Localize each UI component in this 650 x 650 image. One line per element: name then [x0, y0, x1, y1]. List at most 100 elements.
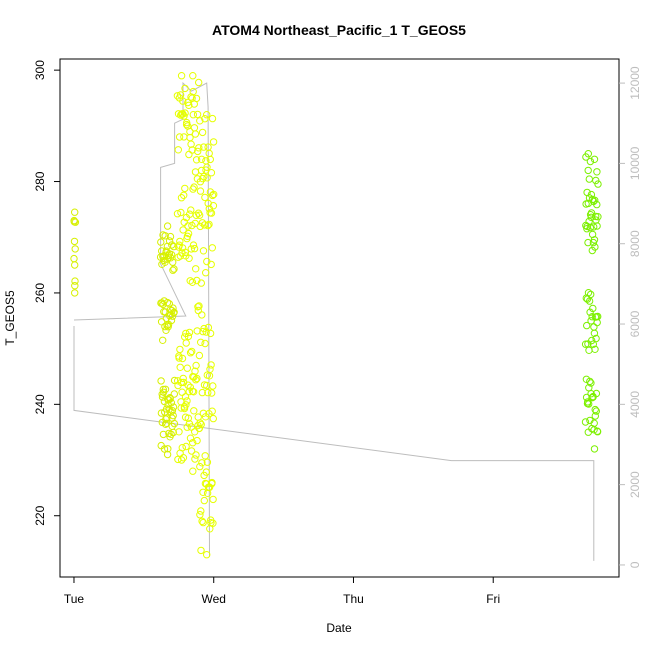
data-point [204, 221, 212, 230]
data-point [201, 339, 209, 348]
data-point [182, 442, 190, 451]
data-point [588, 313, 596, 321]
data-point [185, 150, 193, 159]
data-point [195, 302, 203, 310]
y-tick-label: 220 [33, 505, 47, 525]
data-point [202, 468, 211, 476]
data-point [587, 190, 596, 199]
data-point [188, 146, 196, 154]
y-tick-label: 240 [33, 394, 47, 414]
data-point [197, 507, 205, 515]
data-point [589, 304, 597, 313]
data-point [206, 155, 215, 164]
data-point [584, 166, 592, 175]
data-point [169, 266, 177, 274]
data-point [177, 456, 186, 464]
data-point [187, 206, 195, 214]
data-point [198, 128, 207, 137]
data-point [164, 251, 173, 260]
data-point [183, 118, 191, 127]
data-point [208, 244, 217, 252]
data-point [181, 184, 189, 193]
plot-frame [59, 58, 620, 578]
data-point [203, 163, 211, 171]
data-point [583, 225, 591, 233]
data-point [195, 211, 204, 219]
data-point [178, 444, 187, 452]
data-point [196, 222, 204, 231]
data-point [158, 299, 166, 307]
data-point [202, 269, 210, 277]
x-axis-label: Date [326, 621, 352, 635]
data-point [177, 208, 185, 217]
data-point [594, 312, 602, 321]
data-point [586, 157, 595, 166]
data-point [190, 244, 199, 253]
data-point [200, 143, 208, 151]
data-point [203, 551, 211, 559]
data-point [200, 172, 208, 181]
data-point [176, 91, 185, 99]
data-point [201, 115, 209, 123]
data-point [590, 155, 599, 164]
y2-tick-label: 0 [628, 561, 642, 568]
data-point [191, 130, 200, 138]
data-point [192, 376, 200, 384]
y-tick-label: 260 [33, 283, 47, 303]
data-point [175, 428, 183, 436]
data-point [176, 363, 184, 371]
data-point [169, 258, 177, 266]
data-point [593, 428, 602, 436]
data-point [161, 232, 169, 240]
data-point [193, 110, 202, 119]
data-point [180, 191, 188, 200]
data-point [173, 210, 182, 218]
data-point [209, 382, 217, 390]
data-point [191, 367, 199, 375]
data-point [189, 241, 198, 249]
data-point [585, 175, 593, 183]
data-point [163, 450, 172, 459]
data-point [181, 393, 190, 401]
data-point [71, 282, 79, 290]
data-point [189, 87, 197, 96]
data-point [584, 289, 593, 297]
data-point [71, 289, 79, 297]
data-point [189, 467, 197, 475]
data-point [203, 489, 212, 497]
data-point [208, 191, 217, 200]
data-point [590, 223, 598, 231]
data-point [199, 518, 207, 527]
data-point [184, 332, 193, 341]
y2-tick-label: 2000 [628, 471, 642, 498]
data-point [169, 403, 178, 411]
data-point [170, 242, 178, 251]
data-point [193, 327, 201, 335]
data-point [197, 338, 205, 346]
data-point [196, 462, 204, 471]
data-point [70, 237, 79, 246]
data-point [176, 345, 184, 354]
data-point [167, 316, 176, 325]
data-point [160, 445, 169, 453]
data-point [193, 436, 201, 445]
data-point [207, 209, 216, 217]
data-point [177, 378, 186, 387]
data-point [180, 218, 188, 227]
data-point [202, 328, 210, 336]
data-point [169, 304, 177, 312]
data-point [195, 351, 204, 360]
data-point [71, 208, 79, 216]
data-point [189, 72, 197, 80]
data-point [186, 349, 195, 357]
data-point [210, 190, 218, 199]
data-point [209, 414, 218, 423]
data-point [196, 511, 204, 519]
data-point [159, 336, 167, 344]
data-point [197, 546, 205, 555]
data-point [196, 117, 204, 125]
data-point [168, 241, 176, 249]
data-point [199, 488, 207, 496]
data-point [197, 279, 206, 287]
